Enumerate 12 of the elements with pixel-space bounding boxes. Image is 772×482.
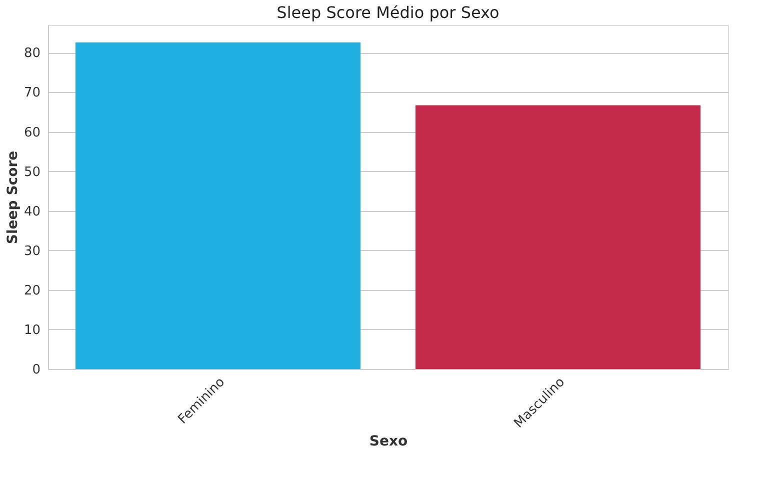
chart-title: Sleep Score Médio por Sexo: [276, 3, 500, 22]
y-tick-label: 0: [32, 362, 40, 378]
y-axis-title: Sleep Score: [4, 150, 21, 244]
y-tick-label: 30: [24, 244, 40, 259]
y-tick-label: 80: [24, 46, 40, 62]
y-tick-label: 60: [24, 125, 40, 140]
y-tick-label: 20: [24, 283, 40, 298]
y-tick-label: 40: [24, 204, 40, 220]
y-tick-label: 70: [24, 86, 40, 101]
y-tick-label: 50: [24, 164, 40, 180]
y-tick-label: 10: [24, 322, 40, 338]
x-axis-title: Sexo: [369, 433, 408, 450]
